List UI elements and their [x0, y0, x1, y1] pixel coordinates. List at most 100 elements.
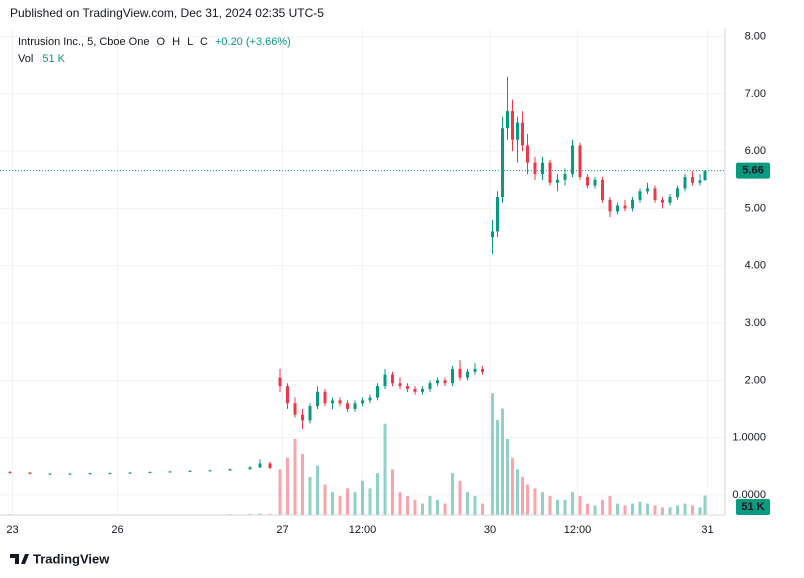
- volume-bar: [578, 495, 582, 515]
- candle-body: [556, 179, 559, 183]
- candle-body: [301, 414, 304, 421]
- volume-bar: [683, 503, 687, 515]
- candle-body: [601, 179, 604, 200]
- volume-bar: [443, 503, 447, 515]
- candle-body: [376, 386, 379, 398]
- h-letter: H: [172, 36, 180, 48]
- volume-bar: [413, 499, 417, 515]
- candle-body: [48, 473, 52, 475]
- candle-body: [491, 231, 494, 238]
- candle-body: [188, 470, 192, 472]
- candle-body: [428, 383, 432, 389]
- candle-body: [208, 470, 212, 472]
- volume-bar: [586, 503, 589, 515]
- volume-bar: [383, 423, 387, 515]
- candle-body: [268, 463, 272, 469]
- volume-bar: [601, 499, 604, 515]
- volume-bar: [571, 492, 574, 515]
- candle-body: [458, 368, 462, 378]
- candle-body: [668, 197, 672, 203]
- candle-body: [451, 368, 454, 384]
- volume-bar: [481, 503, 484, 515]
- candle-body: [398, 383, 402, 387]
- volume-bar: [616, 503, 619, 515]
- candle-body: [466, 371, 469, 378]
- change: +0.20 (+3.66%): [215, 36, 291, 48]
- candle-body: [571, 145, 574, 175]
- o-letter: O: [157, 36, 166, 48]
- volume-bar: [436, 499, 439, 515]
- candle-body: [436, 380, 439, 384]
- candle-body: [586, 176, 589, 186]
- x-tick-label: 30: [484, 524, 496, 536]
- volume-bar: [703, 495, 707, 515]
- volume-box: [736, 499, 770, 515]
- volume-bar: [331, 492, 334, 515]
- volume-bar: [268, 513, 272, 515]
- candle-body: [368, 397, 372, 401]
- brand-name: TradingView: [33, 551, 110, 566]
- x-tick-label: 31: [701, 524, 713, 536]
- candle-body: [286, 386, 289, 404]
- candle-body: [623, 205, 627, 209]
- volume-value: 51 K: [42, 53, 65, 65]
- candle-body: [496, 197, 499, 232]
- volume-bar: [533, 488, 537, 515]
- volume-bar: [248, 513, 252, 515]
- candle-body: [316, 391, 319, 407]
- candle-body: [8, 472, 12, 474]
- brand-logo: TradingView: [10, 551, 110, 566]
- x-tick-label: 27: [276, 524, 288, 536]
- volume-bar: [638, 501, 642, 515]
- volume-bar: [691, 505, 694, 515]
- volume-bar: [698, 507, 702, 515]
- candle-body: [631, 199, 634, 209]
- y-tick-label: 6.00: [745, 145, 766, 157]
- volume-bar: [646, 503, 649, 515]
- volume-layer: [8, 393, 707, 515]
- candle-body: [148, 472, 152, 474]
- volume-bar: [346, 488, 349, 515]
- volume-bar: [521, 476, 524, 515]
- candle-body: [308, 406, 312, 421]
- candle-body: [28, 472, 32, 474]
- candle-body: [703, 170, 707, 181]
- candle-body: [516, 122, 519, 140]
- volume-bar: [421, 503, 424, 515]
- published-note: Published on TradingView.com, Dec 31, 20…: [10, 6, 324, 20]
- volume-bar: [376, 473, 379, 515]
- candle-body: [691, 176, 694, 183]
- volume-bar: [451, 473, 454, 515]
- candle-body: [653, 188, 657, 200]
- candle-body: [421, 388, 424, 392]
- volume-bar: [653, 505, 657, 515]
- candle-body: [676, 188, 679, 198]
- x-tick-label: 26: [111, 524, 123, 536]
- candle-body: [511, 111, 514, 140]
- candle-body: [638, 191, 642, 200]
- volume-bar: [631, 503, 634, 515]
- volume-bar: [353, 492, 357, 515]
- candle-body: [353, 403, 357, 410]
- y-tick-label: 8.00: [745, 31, 766, 43]
- ohlc-legend: Intrusion Inc., 5, Cboe One O H L C +0.2…: [18, 36, 291, 48]
- candle-body: [68, 473, 72, 475]
- candle-body: [541, 162, 544, 175]
- candle-body: [248, 467, 252, 470]
- volume-bar: [301, 454, 304, 515]
- candle-body: [88, 473, 92, 475]
- candle-body: [331, 400, 334, 404]
- l-letter: L: [187, 36, 193, 48]
- volume-bar: [428, 495, 432, 515]
- candle-body: [506, 111, 509, 129]
- candle-body: [338, 400, 342, 404]
- candle-body: [278, 377, 282, 387]
- y-tick-label: 3.00: [745, 317, 766, 329]
- volume-bar: [398, 492, 402, 515]
- last-price-label: 5.66: [742, 165, 763, 177]
- candle-body: [361, 400, 364, 404]
- volume-bar: [548, 495, 552, 515]
- volume-bar: [593, 505, 597, 515]
